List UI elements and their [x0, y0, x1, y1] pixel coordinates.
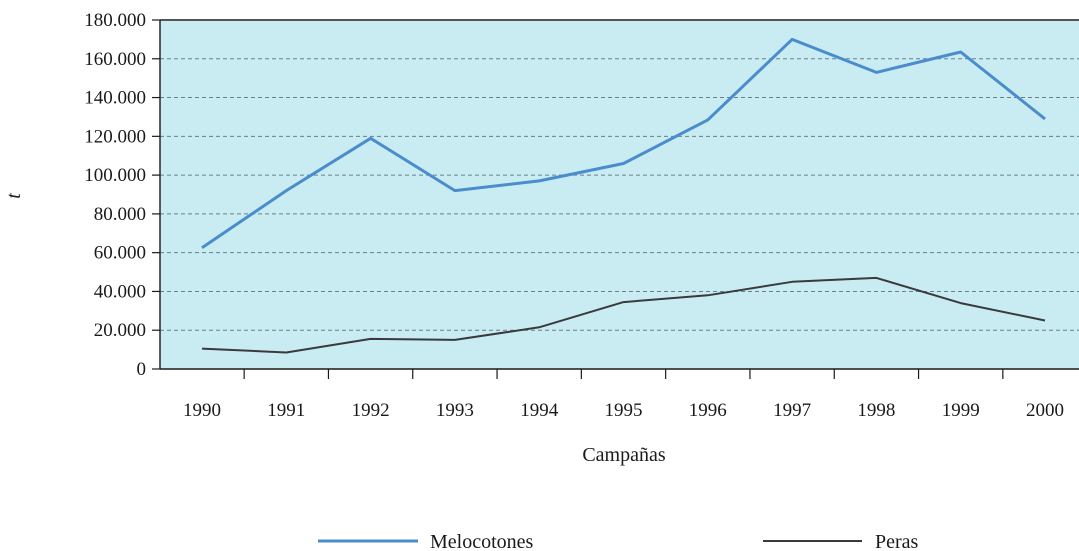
x-tick-label: 1990: [183, 400, 221, 421]
x-axis-title: Campañas: [582, 444, 666, 466]
y-tick-label: 180.000: [84, 10, 146, 31]
x-tick-label: 2000: [1026, 400, 1064, 421]
y-tick-label: 40.000: [94, 281, 146, 302]
y-tick-label: 20.000: [94, 320, 146, 341]
x-tick-label: 1997: [773, 400, 811, 421]
y-axis-title: t: [3, 193, 25, 199]
y-axis-ticks: 0 20.000 40.000 60.000 80.000 100.000 120.000 1…: [84, 10, 146, 380]
y-tick-label: 140.000: [84, 88, 146, 109]
x-tick-label: 1995: [605, 400, 643, 421]
y-tick-label: 160.000: [84, 49, 146, 70]
x-tick-label: 1996: [689, 400, 727, 421]
x-axis-ticks: 1990 1991 1992 1993 1994 1995 1996 1997 1998 1999…: [183, 400, 1064, 421]
y-tick-label: 0: [137, 359, 147, 380]
legend: Melocotones Peras: [318, 531, 919, 551]
y-tick-label: 60.000: [94, 243, 146, 264]
x-tick-label: 1993: [436, 400, 474, 421]
plot-area: [160, 20, 1079, 369]
x-tick-label: 1999: [942, 400, 980, 421]
x-tick-label: 1991: [267, 400, 305, 421]
y-tick-label: 80.000: [94, 204, 146, 225]
legend-label: Melocotones: [430, 531, 534, 551]
series-line-peras: [201, 276, 1046, 354]
x-tick-label: 1992: [352, 400, 390, 421]
series-line-melocotones: [201, 37, 1046, 250]
y-tick-label: 100.000: [84, 165, 146, 186]
legend-label: Peras: [875, 531, 919, 551]
axes: [152, 19, 1079, 379]
y-tick-label: 120.000: [84, 126, 146, 147]
x-tick-label: 1998: [857, 400, 895, 421]
series-lines: [201, 37, 1046, 354]
x-tick-label: 1994: [520, 400, 559, 421]
